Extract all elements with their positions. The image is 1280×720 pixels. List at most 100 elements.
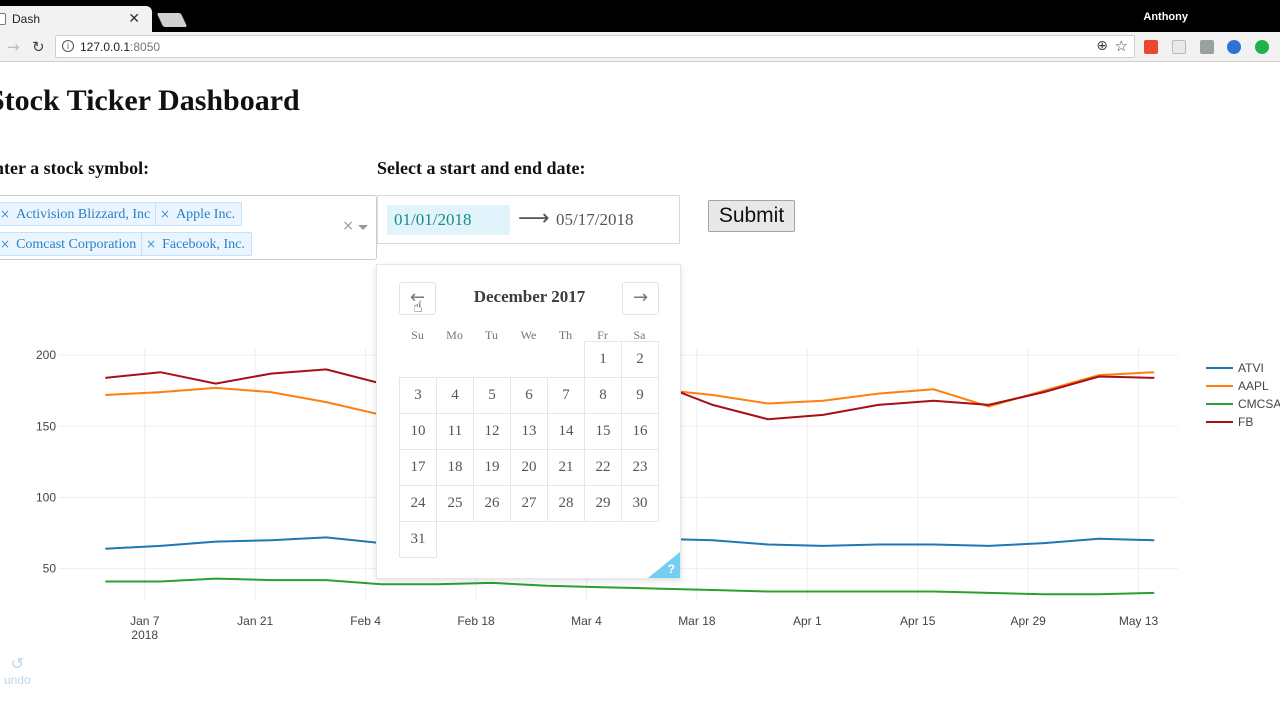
calendar-day[interactable]: 28 (547, 485, 585, 522)
submit-button[interactable]: Submit (708, 200, 795, 232)
legend-label: AAPL (1238, 379, 1269, 393)
legend-label: ATVI (1238, 361, 1264, 375)
chip-label: Facebook, Inc. (162, 237, 245, 252)
y-tick-label: 150 (36, 419, 56, 433)
remove-chip-icon[interactable]: × (160, 207, 171, 221)
calendar-day[interactable]: 19 (473, 449, 511, 486)
address-bar[interactable]: i 127.0.0.1:8050 ⊕ ☆ (55, 35, 1135, 58)
dropdown-arrow-icon[interactable] (358, 225, 368, 230)
calendar-day[interactable]: 25 (436, 485, 474, 522)
calendar-day[interactable]: 7 (547, 377, 585, 414)
reload-icon[interactable]: ↻ (32, 38, 45, 56)
weekday-header: Su (411, 328, 424, 342)
calendar-day[interactable]: 1 (584, 341, 622, 378)
remove-chip-icon[interactable]: × (0, 237, 11, 251)
calendar-day[interactable]: 13 (510, 413, 548, 450)
start-date-input[interactable]: 01/01/2018 (387, 205, 510, 235)
calendar-day[interactable]: 29 (584, 485, 622, 522)
weekday-header: Mo (446, 328, 463, 342)
hand-cursor-icon: ☝ (413, 297, 423, 316)
calendar-day[interactable]: 30 (621, 485, 659, 522)
x-tick-label: Apr 1 (793, 614, 822, 628)
remove-chip-icon[interactable]: × (0, 207, 11, 221)
next-month-button[interactable]: → (622, 282, 659, 315)
url-text: 127.0.0.1:8050 (80, 40, 161, 54)
extension-icon[interactable] (1172, 40, 1186, 54)
x-tick-label: Mar 18 (678, 614, 716, 628)
page-title: Stock Ticker Dashboard (0, 84, 300, 117)
series-line-cmcsa (105, 577, 1155, 596)
selected-stock-chip: × Facebook, Inc. (141, 232, 252, 256)
x-tick-label: Apr 29 (1010, 614, 1046, 628)
x-tick-label: Feb 18 (457, 614, 495, 628)
weekday-header: Fr (597, 328, 608, 342)
weekday-header: Sa (633, 328, 646, 342)
x-tick-label: Apr 15 (900, 614, 936, 628)
undo-label: undo (4, 673, 31, 687)
legend-label: CMCSA (1238, 397, 1280, 411)
calendar-day[interactable]: 20 (510, 449, 548, 486)
calendar-day[interactable]: 3 (399, 377, 437, 414)
zoom-icon[interactable]: ⊕ (1096, 38, 1108, 54)
calendar-day[interactable]: 12 (473, 413, 511, 450)
profile-name[interactable]: Anthony (1143, 11, 1188, 23)
x-tick-label: Feb 4 (350, 614, 381, 628)
calendar-day[interactable]: 5 (473, 377, 511, 414)
stock-symbol-multiselect[interactable]: × Activision Blizzard, Inc × Apple Inc. × C… (0, 195, 377, 260)
x-tick-label: Jan 7 (130, 614, 160, 628)
date-range-label: Select a start and end date: (377, 158, 586, 178)
calendar-day[interactable]: 26 (473, 485, 511, 522)
bookmark-star-icon[interactable]: ☆ (1114, 37, 1128, 55)
calendar-day[interactable]: 9 (621, 377, 659, 414)
site-info-icon[interactable]: i (62, 40, 74, 52)
calendar-day[interactable]: 22 (584, 449, 622, 486)
y-tick-label: 200 (36, 348, 56, 362)
calendar-day[interactable]: 21 (547, 449, 585, 486)
tab-title: Dash (12, 12, 41, 26)
chip-label: Apple Inc. (176, 207, 236, 222)
date-range-picker: 01/01/2018 ⟶ 05/17/2018 (377, 195, 680, 244)
calendar-day[interactable]: 18 (436, 449, 474, 486)
undo-button[interactable]: ↺ undo (4, 654, 31, 687)
calendar-day[interactable]: 4 (436, 377, 474, 414)
end-date-input[interactable]: 05/17/2018 (556, 210, 634, 229)
x-tick-label: Jan 21 (237, 614, 273, 628)
clear-selection-icon[interactable]: × (342, 218, 354, 234)
calendar-day[interactable]: 10 (399, 413, 437, 450)
help-icon[interactable]: ? (667, 562, 675, 576)
calendar-month-title: December 2017 (473, 287, 586, 306)
keyboard-shortcuts-button[interactable] (648, 552, 680, 578)
new-tab-button[interactable] (156, 13, 188, 27)
calendar-day[interactable]: 11 (436, 413, 474, 450)
selected-stock-chip: × Apple Inc. (155, 202, 243, 226)
calendar-day[interactable]: 31 (399, 521, 437, 558)
calendar-day[interactable]: 16 (621, 413, 659, 450)
arrow-right-icon: ⟶ (518, 206, 550, 231)
selected-stock-chip: × Activision Blizzard, Inc (0, 202, 158, 226)
undo-icon: ↺ (10, 654, 25, 673)
calendar-day[interactable]: 17 (399, 449, 437, 486)
calendar-day[interactable]: 6 (510, 377, 548, 414)
extension-icon[interactable] (1144, 40, 1158, 54)
calendar-day[interactable]: 8 (584, 377, 622, 414)
date-picker-calendar: ← December 2017 → ☝ ? Su Mo Tu We Th Fr Sa 1 2 3 4… (376, 264, 681, 579)
calendar-day[interactable]: 23 (621, 449, 659, 486)
extension-icon[interactable] (1200, 40, 1214, 54)
x-tick-label: 2018 (131, 628, 158, 642)
y-tick-label: 50 (43, 562, 57, 576)
extension-icon[interactable] (1227, 40, 1241, 54)
calendar-day[interactable]: 27 (510, 485, 548, 522)
grammarly-extension-icon[interactable] (1255, 40, 1269, 54)
calendar-day[interactable]: 14 (547, 413, 585, 450)
x-tick-label: May 13 (1119, 614, 1159, 628)
calendar-day[interactable]: 2 (621, 341, 659, 378)
calendar-day[interactable]: 24 (399, 485, 437, 522)
previous-month-button[interactable]: ← (399, 282, 436, 315)
remove-chip-icon[interactable]: × (146, 237, 157, 251)
close-tab-icon[interactable]: ✕ (128, 10, 140, 26)
selected-stock-chip: × Comcast Corporation (0, 232, 144, 256)
forward-icon[interactable]: → (7, 38, 20, 56)
calendar-day[interactable]: 15 (584, 413, 622, 450)
browser-tab[interactable]: Dash ✕ (0, 6, 152, 32)
browser-toolbar: → ↻ i 127.0.0.1:8050 ⊕ ☆ (0, 32, 1280, 62)
